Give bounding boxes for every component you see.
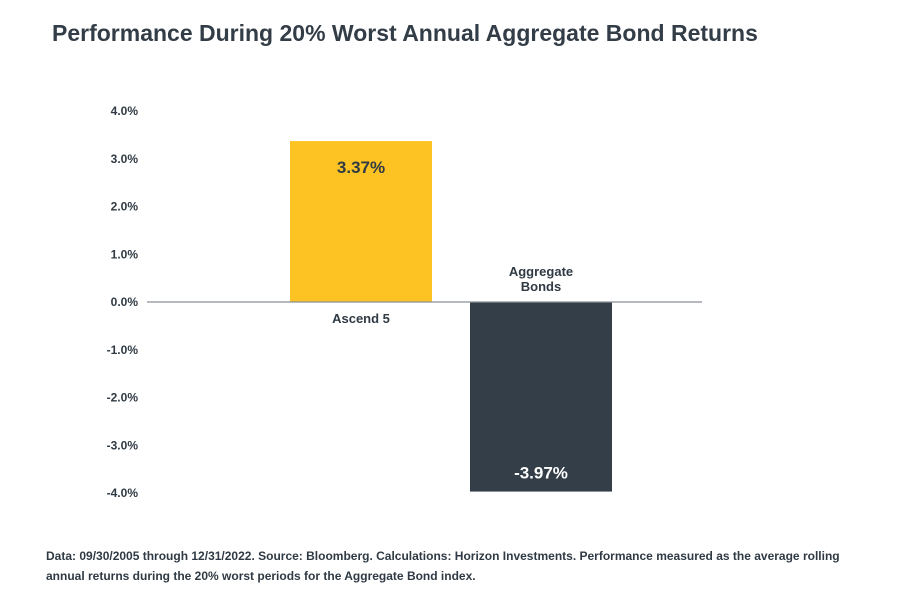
y-tick-label: -4.0%	[107, 486, 139, 500]
bar-chart: 4.0% 3.0% 2.0% 1.0% 0.0% -1.0% -2.0% -3.0% -4.0%…	[107, 104, 702, 500]
y-tick-label: -1.0%	[107, 343, 139, 357]
y-tick-label: -3.0%	[107, 438, 139, 452]
y-tick-label: 2.0%	[111, 200, 139, 214]
bar	[290, 141, 432, 302]
y-tick-label: 0.0%	[111, 295, 139, 309]
category-label: Ascend 5	[332, 311, 390, 326]
category-label: Aggregate Bonds	[509, 264, 573, 294]
chart-footnote: Data: 09/30/2005 through 12/31/2022. Sou…	[46, 549, 840, 583]
y-tick-label: 4.0%	[111, 104, 139, 118]
chart-title: Performance During 20% Worst Annual Aggr…	[52, 20, 758, 46]
data-label: -3.97%	[514, 464, 568, 483]
bar	[470, 302, 612, 492]
data-label: 3.37%	[337, 158, 385, 177]
y-tick-label: 3.0%	[111, 152, 139, 166]
y-tick-label: -2.0%	[107, 391, 139, 405]
y-tick-label: 1.0%	[111, 247, 139, 261]
